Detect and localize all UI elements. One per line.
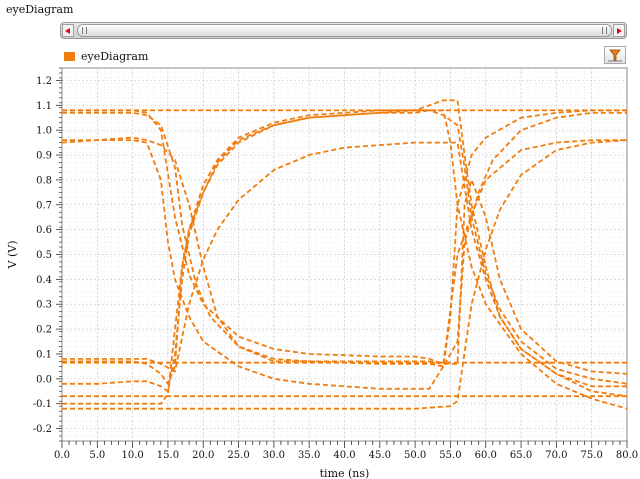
y-tick-label: 0.4 [36, 275, 52, 286]
x-tick-label: 45.0 [369, 450, 391, 461]
filter-button[interactable] [604, 46, 626, 64]
y-tick-label: 1.0 [36, 126, 52, 137]
chart-legend[interactable]: eyeDiagram [64, 50, 148, 63]
y-tick-label: 1.1 [36, 101, 52, 112]
eye-trace [62, 136, 628, 375]
eye-trace [62, 109, 628, 410]
x-tick-label: 35.0 [298, 450, 320, 461]
x-tick-label: 10.0 [121, 450, 143, 461]
legend-swatch [64, 52, 75, 61]
y-tick-label: 0.1 [36, 349, 52, 360]
eye-trace [61, 109, 627, 390]
eye-trace [62, 99, 628, 398]
y-tick-label: 0.9 [36, 151, 52, 162]
y-tick-label: 0.0 [36, 374, 52, 385]
x-tick-label: 75.0 [581, 450, 603, 461]
x-tick-label: 5.0 [89, 450, 105, 461]
x-tick-label: 30.0 [263, 450, 285, 461]
left-grip-icon[interactable] [82, 27, 87, 34]
eye-trace [62, 109, 627, 365]
y-tick-label: 0.5 [36, 250, 52, 261]
y-tick-label: 0.3 [36, 300, 52, 311]
scroll-left-arrow-icon[interactable] [62, 24, 74, 37]
scroll-thumb[interactable] [77, 24, 612, 37]
window-title: eyeDiagram [6, 3, 74, 16]
eye-trace [62, 139, 628, 410]
time-range-scrollbar[interactable] [60, 22, 627, 39]
legend-label: eyeDiagram [81, 50, 149, 63]
eye-trace [62, 141, 627, 388]
x-tick-label: 60.0 [475, 450, 497, 461]
right-grip-icon[interactable] [602, 27, 607, 34]
x-tick-label: 25.0 [227, 450, 249, 461]
x-tick-label: 70.0 [545, 450, 567, 461]
y-axis-label: V (V) [6, 241, 19, 270]
x-tick-label: 20.0 [192, 450, 214, 461]
x-tick-label: 50.0 [404, 450, 426, 461]
x-tick-label: 65.0 [510, 450, 532, 461]
x-tick-label: 0.0 [54, 450, 70, 461]
filter-icon [608, 49, 622, 62]
x-tick-label: 55.0 [439, 450, 461, 461]
scroll-right-arrow-icon[interactable] [613, 24, 625, 37]
y-tick-label: 0.2 [36, 325, 52, 336]
x-tick-label: 40.0 [333, 450, 355, 461]
y-tick-label: 1.2 [36, 76, 52, 87]
y-tick-label: -0.1 [33, 399, 52, 410]
y-tick-label: 0.7 [36, 200, 52, 211]
x-tick-label: 80.0 [616, 450, 638, 461]
y-tick-label: 0.6 [36, 225, 52, 236]
eye-trace [62, 109, 628, 385]
x-axis-label: time (ns) [320, 467, 370, 479]
y-tick-label: 0.8 [36, 175, 52, 186]
x-tick-label: 15.0 [157, 450, 179, 461]
y-tick-label: -0.2 [33, 424, 52, 435]
